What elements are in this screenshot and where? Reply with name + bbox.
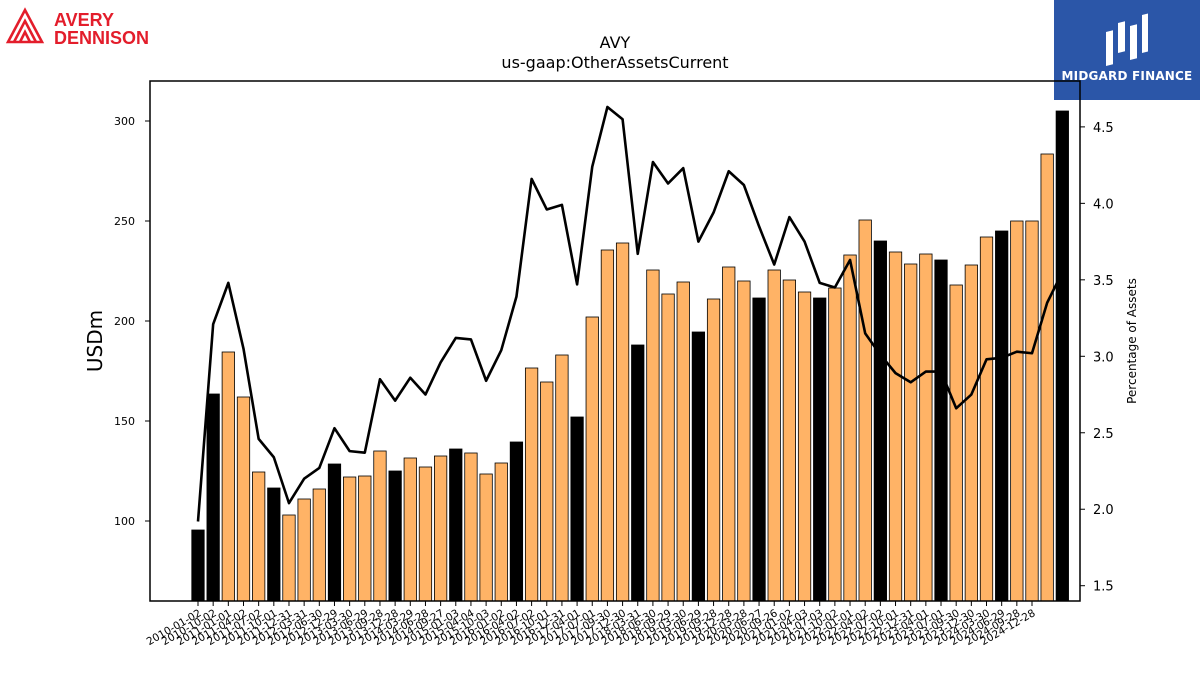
- bar-2023-09-30: [949, 284, 963, 602]
- bar-2016-04-02: [509, 441, 524, 602]
- bar-2011-12-31: [282, 514, 296, 602]
- avery-dennison-mark-icon: [5, 7, 45, 44]
- bar-2015-01-03: [449, 448, 463, 602]
- bar-2024-03-30: [979, 236, 994, 602]
- bar-2023-12-30: [964, 264, 978, 602]
- right-axis-ticks: 1.5 2.0 2.5 3.0 3.5 4.0 4.5: [1080, 121, 1114, 595]
- bar-2019-06-29: [691, 331, 706, 602]
- bar-2012-12-29: [327, 463, 342, 602]
- bar-2021-10-02: [828, 287, 842, 602]
- y-tick-label: 200: [114, 315, 135, 328]
- y2-tick-label: 4.0: [1093, 197, 1114, 212]
- bar-2022-04-02: [858, 219, 872, 602]
- y2-tick-label: 3.5: [1093, 274, 1114, 289]
- bar-2024-06-29: [995, 230, 1009, 602]
- avery-dennison-logo: AVERY DENNISON: [4, 4, 174, 48]
- y-axis-label: USDm: [83, 310, 107, 372]
- midgard-finance-logo: MIDGARD FINANCE: [1054, 0, 1200, 100]
- bar-2022-01-01: [843, 254, 857, 602]
- y-tick-label: 150: [114, 415, 135, 428]
- bar-2021-04-03: [797, 291, 812, 602]
- bar-2018-03-31: [631, 344, 645, 602]
- bar-2011-07-02: [252, 471, 266, 602]
- bar-2011-04-02: [236, 396, 251, 602]
- bar-2016-07-02: [524, 367, 539, 602]
- bar-2016-12-31: [555, 354, 569, 602]
- bar-undefined: [1055, 110, 1069, 602]
- bar-2022-12-31: [904, 263, 918, 602]
- bar-2020-09-26: [767, 269, 781, 602]
- bar-2019-09-28: [706, 298, 721, 602]
- bar-2013-03-30: [343, 476, 357, 602]
- bar-2014-06-28: [418, 466, 433, 602]
- plot-frame: [149, 80, 1081, 602]
- bar-2017-12-30: [615, 242, 630, 602]
- y-tick-label: 100: [114, 515, 135, 528]
- bar-2018-06-30: [646, 269, 660, 602]
- bar-2019-12-28: [722, 266, 736, 602]
- y-tick-label: 300: [114, 115, 135, 128]
- percentage-of-assets-line: [196, 105, 1064, 522]
- bar-2022-07-02: [873, 240, 887, 602]
- y2-tick-label: 4.5: [1093, 121, 1114, 136]
- bar-2016-10-01: [540, 381, 554, 602]
- y2-tick-label: 1.5: [1093, 580, 1114, 595]
- bar-2024-12-28: [1025, 220, 1039, 602]
- avery-logo-line2: DENNISON: [54, 28, 149, 48]
- bar-2013-12-28: [388, 470, 402, 602]
- bar-2010-01-02: [191, 529, 205, 602]
- bar-2015-04-04: [464, 452, 478, 602]
- chart-title: AVY: [600, 33, 631, 52]
- bar-2014-03-29: [403, 457, 417, 602]
- bar-2011-10-01: [267, 487, 281, 602]
- bar-2016-01-02: [494, 462, 508, 602]
- x-axis-ticks: 2010-01-022010-10-022011-01-012011-04-02…: [145, 601, 1038, 648]
- bar-2015-10-03: [479, 473, 493, 602]
- left-axis-ticks: 100 150 200 250 300: [114, 115, 150, 528]
- bar-2022-10-01: [888, 251, 903, 602]
- bar-2017-07-01: [585, 316, 599, 602]
- y2-tick-label: 3.0: [1093, 350, 1114, 365]
- midgard-mark-icon: [1106, 13, 1148, 66]
- midgard-brand-text: MIDGARD FINANCE: [1061, 69, 1193, 83]
- bar-2011-01-01: [221, 351, 235, 602]
- bar-2020-06-27: [752, 297, 766, 602]
- y2-tick-label: 2.5: [1093, 427, 1114, 442]
- bar-2020-03-28: [737, 280, 751, 602]
- bar-2017-04-01: [570, 416, 584, 602]
- bar-2010-10-02: [206, 393, 220, 602]
- bar-2012-03-31: [297, 498, 311, 602]
- chart-subtitle: us-gaap:OtherAssetsCurrent: [501, 53, 728, 72]
- bar-2013-09-28: [373, 450, 387, 602]
- bars-group: [191, 110, 1069, 602]
- bar-2013-06-29: [358, 475, 372, 602]
- y2-tick-label: 2.0: [1093, 503, 1114, 518]
- bar-2023-04-01: [919, 253, 933, 602]
- line-group: [196, 105, 1064, 522]
- bar-2021-07-03: [813, 297, 827, 602]
- y-tick-label: 250: [114, 215, 135, 228]
- bar-2014-09-27: [433, 455, 448, 602]
- avery-logo-line1: AVERY: [54, 10, 114, 30]
- bar-2019-03-30: [676, 281, 690, 602]
- y2-axis-label: Percentage of Assets: [1125, 278, 1139, 404]
- bar-undefined: [1040, 153, 1054, 602]
- bar-2012-06-30: [312, 488, 326, 602]
- bar-2024-09-28: [1010, 220, 1024, 602]
- bar-2017-09-30: [600, 249, 615, 602]
- bar-2018-09-29: [661, 293, 675, 602]
- bar-2021-01-02: [782, 279, 796, 602]
- bar-2023-07-01: [934, 259, 948, 602]
